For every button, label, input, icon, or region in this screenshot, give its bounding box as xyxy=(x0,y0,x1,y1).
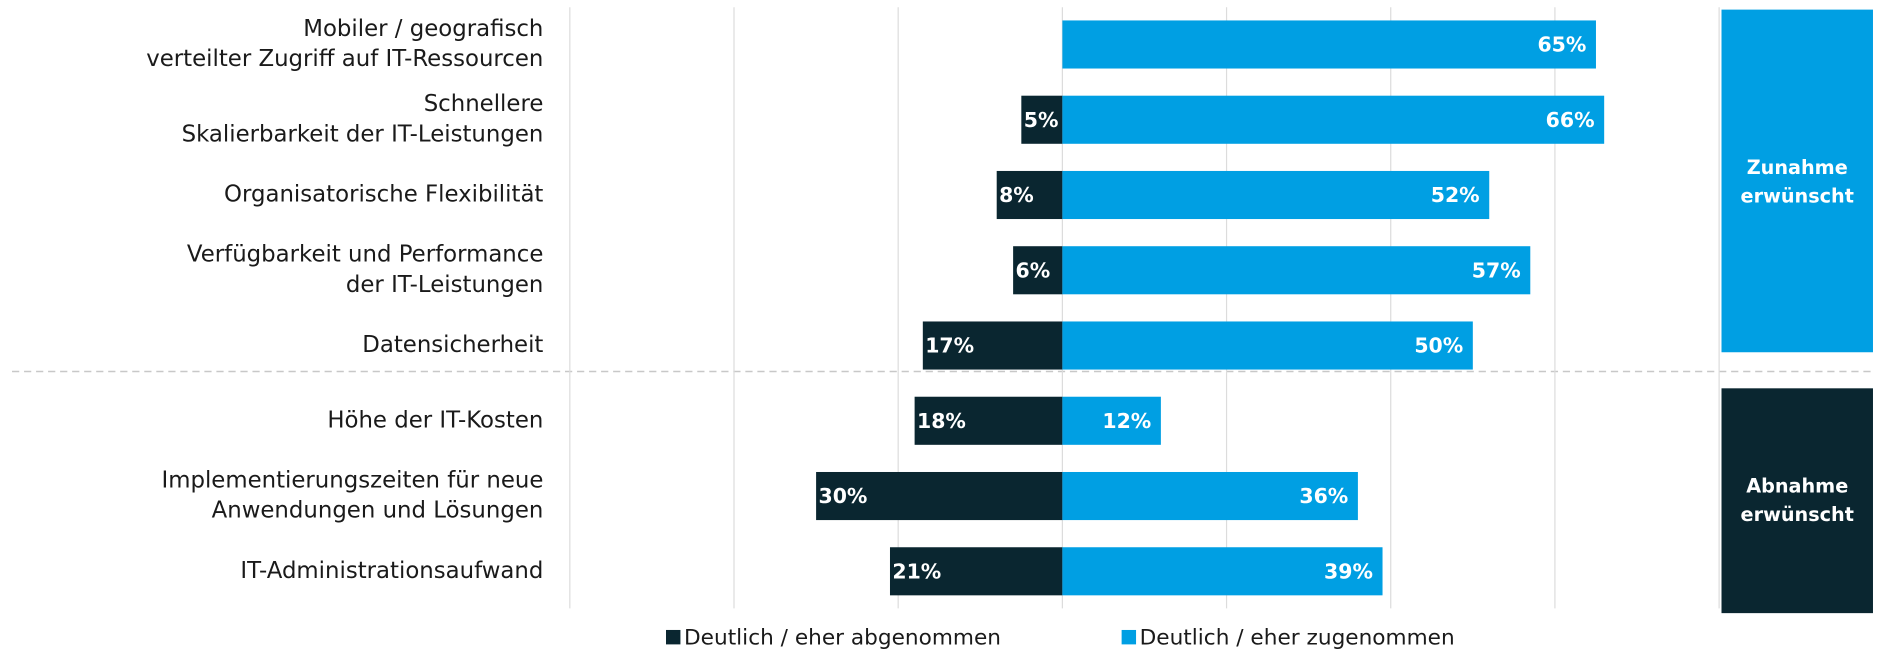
bar xyxy=(1062,396,1161,445)
value-label: 36% xyxy=(1299,484,1348,508)
category-label: Schnellere xyxy=(424,91,544,117)
group-label: erwünscht xyxy=(1741,185,1854,208)
value-label: 39% xyxy=(1324,559,1373,583)
bar xyxy=(922,321,1063,370)
legend-label: Deutlich / eher abgenommen xyxy=(684,625,1001,650)
category-label: der IT-Leistungen xyxy=(346,272,543,298)
value-label: 50% xyxy=(1414,334,1463,358)
group-box xyxy=(1721,9,1873,353)
bar xyxy=(816,471,1063,521)
value-label: 30% xyxy=(819,484,868,508)
group-label: Abnahme xyxy=(1746,474,1848,497)
bar xyxy=(914,396,1063,445)
value-label: 66% xyxy=(1546,108,1595,132)
value-label: 6% xyxy=(1016,258,1051,282)
bar xyxy=(1062,20,1596,69)
value-label: 57% xyxy=(1472,258,1521,282)
group-label: Zunahme xyxy=(1747,156,1848,179)
bar xyxy=(1062,95,1605,144)
bar xyxy=(889,547,1063,596)
bar xyxy=(996,170,1063,220)
category-label: Skalierbarkeit der IT-Leistungen xyxy=(182,121,544,147)
value-label: 8% xyxy=(999,183,1034,207)
bar xyxy=(1062,547,1383,596)
value-label: 17% xyxy=(925,334,974,358)
category-label: Mobiler / geografisch xyxy=(303,16,543,42)
bar xyxy=(1062,170,1490,220)
category-label: Organisatorische Flexibilität xyxy=(224,181,543,207)
bar xyxy=(1062,246,1531,295)
bar xyxy=(1062,471,1358,521)
category-label: verteilter Zugriff auf IT-Ressourcen xyxy=(146,46,543,72)
bar xyxy=(1062,321,1473,370)
value-label: 12% xyxy=(1102,409,1151,433)
value-label: 18% xyxy=(917,409,966,433)
value-label: 65% xyxy=(1537,33,1586,57)
legend-swatch xyxy=(1121,629,1137,645)
category-label: Datensicherheit xyxy=(362,332,543,358)
group-box xyxy=(1721,388,1873,614)
legend-swatch xyxy=(666,629,681,645)
value-label: 5% xyxy=(1024,108,1059,132)
value-label: 21% xyxy=(892,559,941,583)
category-label: Implementierungszeiten für neue xyxy=(161,468,543,494)
category-label: IT-Administrationsaufwand xyxy=(240,558,543,584)
bar xyxy=(1013,246,1063,295)
category-label: Anwendungen und Lösungen xyxy=(212,498,544,524)
legend-label: Deutlich / eher zugenommen xyxy=(1140,625,1455,650)
bar xyxy=(1021,95,1063,144)
category-label: Verfügbarkeit und Performance xyxy=(187,242,543,268)
value-label: 52% xyxy=(1431,183,1480,207)
category-label: Höhe der IT-Kosten xyxy=(327,407,543,433)
group-label: erwünscht xyxy=(1741,503,1854,526)
